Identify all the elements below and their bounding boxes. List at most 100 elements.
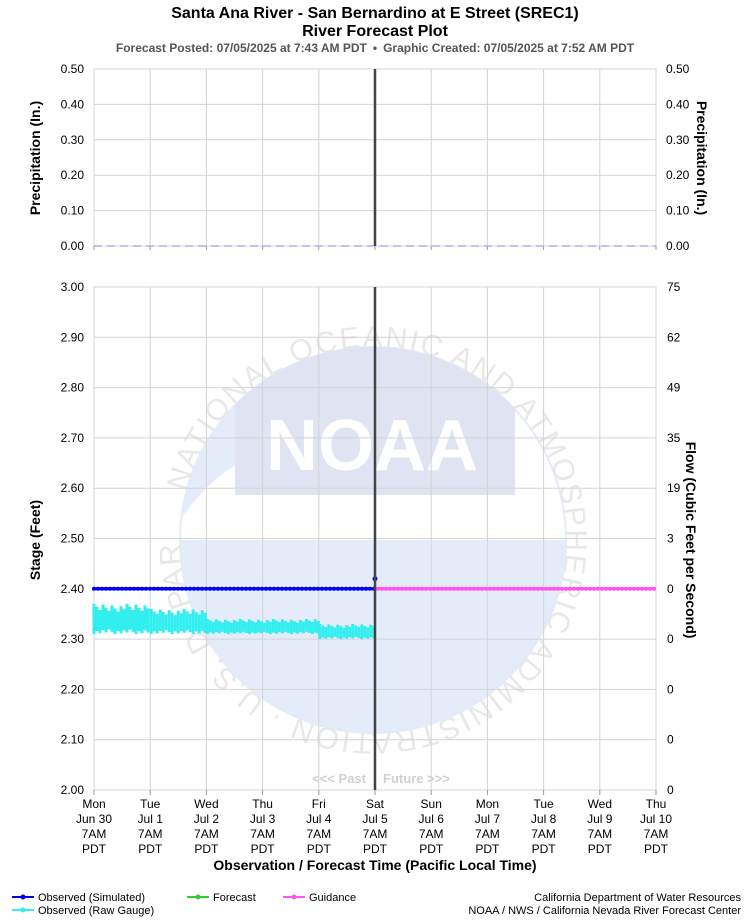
guidance-point xyxy=(400,586,404,591)
simulated-point xyxy=(136,586,140,591)
guidance-point xyxy=(612,586,616,591)
simulated-point xyxy=(300,586,304,591)
guidance-point xyxy=(564,586,568,591)
flow-ytick: 0 xyxy=(667,783,674,797)
simulated-point xyxy=(144,586,148,591)
guidance-point xyxy=(600,586,604,591)
guidance-point xyxy=(460,586,464,591)
guidance-point xyxy=(456,586,460,591)
simulated-point xyxy=(344,586,348,591)
series-observed-raw-gauge xyxy=(92,603,376,640)
simulated-point xyxy=(116,586,120,591)
simulated-point xyxy=(204,586,208,591)
x-tick-label: 7AM xyxy=(306,827,331,841)
guidance-point xyxy=(392,586,396,591)
simulated-point xyxy=(128,586,132,591)
simulated-point xyxy=(124,586,128,591)
x-tick-label: PDT xyxy=(644,842,669,856)
simulated-point xyxy=(176,586,180,591)
x-tick-label: 7AM xyxy=(531,827,556,841)
guidance-point xyxy=(592,586,596,591)
x-tick-label: Thu xyxy=(646,797,667,811)
precip-ytick-left: 0.30 xyxy=(61,133,85,147)
x-tick-label: 7AM xyxy=(194,827,219,841)
x-tick-label: 7AM xyxy=(363,827,388,841)
simulated-point xyxy=(324,586,328,591)
guidance-point xyxy=(472,586,476,591)
flow-ytick: 75 xyxy=(667,280,681,294)
flow-ytick: 0 xyxy=(667,632,674,646)
guidance-point xyxy=(524,586,528,591)
simulated-point xyxy=(292,586,296,591)
simulated-point xyxy=(248,586,252,591)
guidance-point xyxy=(560,586,564,591)
simulated-point xyxy=(108,586,112,591)
simulated-point xyxy=(268,586,272,591)
flow-ytick: 62 xyxy=(667,330,681,344)
guidance-point xyxy=(532,586,536,591)
simulated-point xyxy=(256,586,260,591)
precip-ytick-left: 0.50 xyxy=(61,62,85,76)
x-tick-label: 7AM xyxy=(82,827,107,841)
past-label: <<< Past xyxy=(312,771,367,786)
x-tick-label: PDT xyxy=(138,842,163,856)
x-tick-label: Jul 8 xyxy=(531,812,557,826)
simulated-point xyxy=(320,586,324,591)
x-tick-label: Jul 10 xyxy=(640,812,672,826)
x-tick-label: Mon xyxy=(82,797,105,811)
precip-ytick-left: 0.00 xyxy=(61,239,85,253)
noaa-watermark: NOAA NATIONAL OCEANIC AND ATMOSPHERIC AD… xyxy=(0,0,590,759)
simulated-point xyxy=(200,586,204,591)
graphic-created: Graphic Created: 07/05/2025 at 7:52 AM P… xyxy=(383,41,635,55)
stage-ytick: 2.00 xyxy=(61,783,85,797)
stage-axis-label: Stage (Feet) xyxy=(27,500,43,580)
chart-title: Santa Ana River - San Bernardino at E St… xyxy=(171,5,579,22)
series-guidance xyxy=(375,586,656,591)
legend-label: Observed (Simulated) xyxy=(38,892,145,904)
simulated-point xyxy=(96,586,100,591)
simulated-point xyxy=(232,586,236,591)
flow-ytick: 3 xyxy=(667,532,674,546)
stage-ytick: 2.40 xyxy=(61,582,85,596)
simulated-point xyxy=(340,586,344,591)
flow-ytick: 0 xyxy=(667,733,674,747)
x-tick-label: Wed xyxy=(194,797,218,811)
simulated-point xyxy=(272,586,276,591)
x-tick-label: 7AM xyxy=(250,827,275,841)
guidance-point xyxy=(604,586,608,591)
simulated-point xyxy=(220,586,224,591)
simulated-point xyxy=(148,586,152,591)
guidance-point xyxy=(528,586,532,591)
guidance-point xyxy=(620,586,624,591)
x-tick-label: Mon xyxy=(476,797,499,811)
simulated-point xyxy=(264,586,268,591)
simulated-point xyxy=(192,586,196,591)
x-tick-label: PDT xyxy=(588,842,613,856)
guidance-point xyxy=(476,586,480,591)
x-tick-label: 7AM xyxy=(644,827,669,841)
simulated-point xyxy=(120,586,124,591)
x-tick-label: PDT xyxy=(251,842,276,856)
guidance-point xyxy=(548,586,552,591)
guidance-point xyxy=(484,586,488,591)
chart-subtitle: River Forecast Plot xyxy=(302,23,449,40)
guidance-point xyxy=(632,586,636,591)
legend-label: Guidance xyxy=(309,892,356,904)
x-tick-label: PDT xyxy=(475,842,500,856)
guidance-point xyxy=(616,586,620,591)
guidance-point xyxy=(504,586,508,591)
simulated-point xyxy=(304,586,308,591)
guidance-point xyxy=(440,586,444,591)
x-tick-label: PDT xyxy=(194,842,219,856)
simulated-point xyxy=(236,586,240,591)
guidance-point xyxy=(624,586,628,591)
timestamps-line: Forecast Posted: 07/05/2025 at 7:43 AM P… xyxy=(116,41,635,55)
guidance-point xyxy=(388,586,392,591)
x-tick-label: Tue xyxy=(533,797,554,811)
x-tick-label: Tue xyxy=(140,797,161,811)
stage-ytick: 2.50 xyxy=(61,532,85,546)
guidance-point xyxy=(520,586,524,591)
simulated-point xyxy=(92,586,96,591)
simulated-point xyxy=(164,586,168,591)
guidance-point xyxy=(492,586,496,591)
